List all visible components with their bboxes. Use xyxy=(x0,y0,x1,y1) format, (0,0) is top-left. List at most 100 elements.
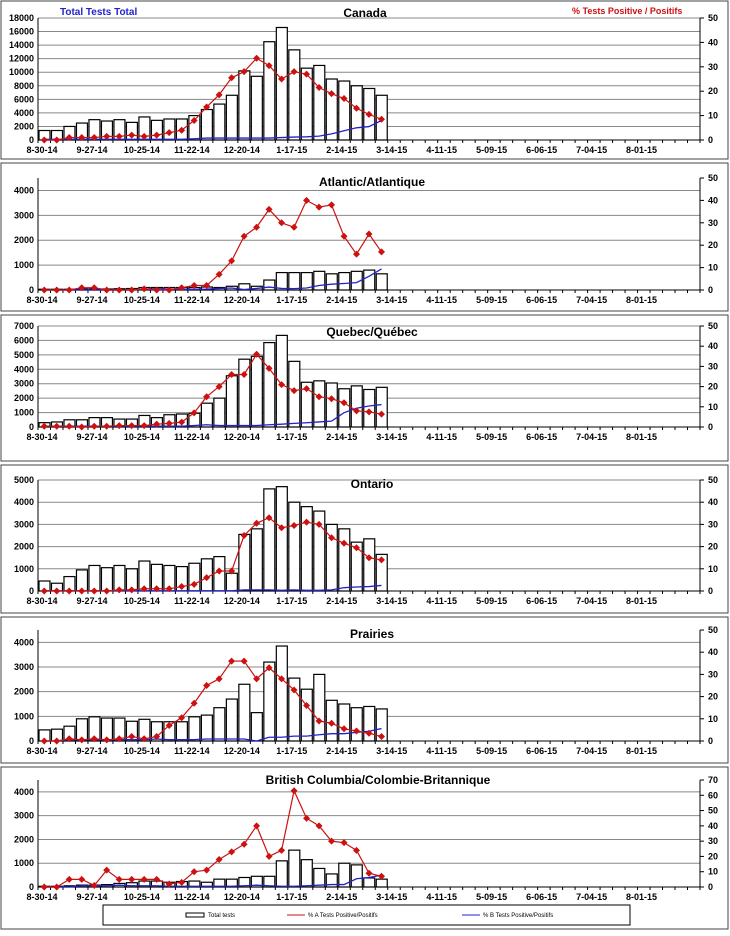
x-tick-label: 2-14-15 xyxy=(326,596,357,606)
bar-total-tests xyxy=(375,878,388,888)
y-left-tick-label: 1000 xyxy=(14,260,34,270)
y-left-tick-label: 2000 xyxy=(14,393,34,403)
point-pct-a xyxy=(165,419,173,427)
x-tick-label: 7-04-15 xyxy=(576,596,607,606)
point-pct-a xyxy=(90,134,98,142)
point-pct-a xyxy=(215,855,223,863)
x-tick-label: 11-22-14 xyxy=(174,295,210,305)
point-pct-a xyxy=(365,554,373,562)
panel-ontario: 0 1000 2000 3000 4000 5000 0 10 20 30 40 50 8-30-14 9… xyxy=(0,464,729,614)
x-tick-label: 10-25-14 xyxy=(124,145,160,155)
point-pct-a xyxy=(128,131,136,139)
bar-total-tests xyxy=(275,26,288,141)
point-pct-a xyxy=(203,393,211,401)
y-right-tick-label: 20 xyxy=(708,240,718,250)
x-tick-label: 11-22-14 xyxy=(174,892,210,902)
y-right-tick-label: 30 xyxy=(708,62,718,72)
point-pct-a xyxy=(140,875,148,883)
point-pct-a xyxy=(278,524,286,532)
y-left-tick-label: 3000 xyxy=(14,662,34,672)
y-left-tick-label: 1000 xyxy=(14,858,34,868)
line-pct-b xyxy=(44,268,382,291)
point-pct-a xyxy=(103,736,111,744)
x-tick-label: 8-30-14 xyxy=(26,145,57,155)
point-pct-a xyxy=(315,393,323,401)
bar-total-tests xyxy=(313,380,326,428)
bar-total-tests xyxy=(338,80,351,141)
point-pct-a xyxy=(103,587,111,595)
bar-total-tests xyxy=(313,867,326,888)
bar-total-tests xyxy=(275,645,288,742)
bar-total-tests xyxy=(250,712,263,742)
bar-total-tests xyxy=(200,402,213,428)
point-pct-a xyxy=(203,682,211,689)
x-tick-label: 3-14-15 xyxy=(376,145,407,155)
point-pct-a xyxy=(228,257,236,265)
point-pct-a xyxy=(228,657,236,665)
point-pct-a xyxy=(328,395,336,403)
bar-total-tests xyxy=(300,506,313,592)
y-right-tick-label: 40 xyxy=(708,821,718,831)
x-tick-label: 6-06-15 xyxy=(526,295,557,305)
bar-total-tests xyxy=(363,705,376,742)
legend-label-total: Total tests xyxy=(208,913,235,919)
point-pct-a xyxy=(253,223,261,231)
bar-total-tests xyxy=(225,698,238,742)
y-left-tick-label: 16000 xyxy=(9,27,34,37)
point-pct-a xyxy=(315,203,323,211)
point-pct-a xyxy=(340,839,348,847)
y-right-tick-label: 0 xyxy=(708,736,713,746)
y-left-tick-label: 8000 xyxy=(14,81,34,91)
bar-total-tests xyxy=(338,703,351,742)
x-tick-label: 8-30-14 xyxy=(26,892,57,902)
x-tick-label: 8-01-15 xyxy=(626,596,657,606)
y-right-tick-label: 20 xyxy=(708,86,718,96)
y-right-tick-label: 0 xyxy=(708,285,713,295)
y-left-tick-label: 1000 xyxy=(14,711,34,721)
point-pct-a xyxy=(40,136,48,144)
x-tick-label: 1-17-15 xyxy=(276,892,307,902)
point-pct-a xyxy=(165,721,173,729)
y-right-tick-label: 20 xyxy=(708,692,718,702)
bar-total-tests xyxy=(350,270,363,291)
x-tick-label: 8-01-15 xyxy=(626,145,657,155)
bar-total-tests xyxy=(313,510,326,592)
bar-total-tests xyxy=(338,862,351,888)
bar-total-tests xyxy=(288,849,301,888)
x-tick-label: 8-01-15 xyxy=(626,295,657,305)
x-tick-label: 11-22-14 xyxy=(174,596,210,606)
x-tick-label: 1-17-15 xyxy=(276,295,307,305)
bar-total-tests xyxy=(300,859,313,888)
point-pct-a xyxy=(190,868,198,876)
bar-total-tests xyxy=(325,873,338,888)
y-right-tick-label: 10 xyxy=(708,714,718,724)
x-tick-label: 12-20-14 xyxy=(224,432,260,442)
y-right-tick-label: 0 xyxy=(708,135,713,145)
point-pct-a xyxy=(240,370,248,378)
x-tick-label: 1-17-15 xyxy=(276,145,307,155)
legend: Total tests % A Tests Positive/Positifs … xyxy=(102,904,631,926)
point-pct-a xyxy=(103,286,111,294)
x-tick-label: 6-06-15 xyxy=(526,892,557,902)
bar-total-tests xyxy=(275,860,288,888)
y-left-tick-label: 0 xyxy=(29,422,34,432)
y-right-tick-label: 50 xyxy=(708,13,718,23)
bar-total-tests xyxy=(150,119,164,141)
y-right-tick-label: 10 xyxy=(708,402,718,412)
legend-label-pct-a: % A Tests Positive/Positifs xyxy=(308,913,378,919)
y-right-tick-label: 40 xyxy=(708,497,718,507)
point-pct-a xyxy=(328,837,336,845)
point-pct-a xyxy=(377,872,385,880)
x-tick-label: 2-14-15 xyxy=(326,892,357,902)
line-pct-a xyxy=(44,353,382,428)
point-pct-a xyxy=(140,735,148,743)
bar-total-tests xyxy=(138,116,151,141)
x-tick-label: 1-17-15 xyxy=(276,746,307,756)
point-pct-a xyxy=(178,284,186,292)
y-left-tick-label: 3000 xyxy=(14,811,34,821)
point-pct-a xyxy=(353,544,361,552)
bar-total-tests xyxy=(200,714,213,742)
x-tick-label: 6-06-15 xyxy=(526,432,557,442)
point-pct-a xyxy=(53,883,61,891)
point-pct-a xyxy=(65,286,73,294)
